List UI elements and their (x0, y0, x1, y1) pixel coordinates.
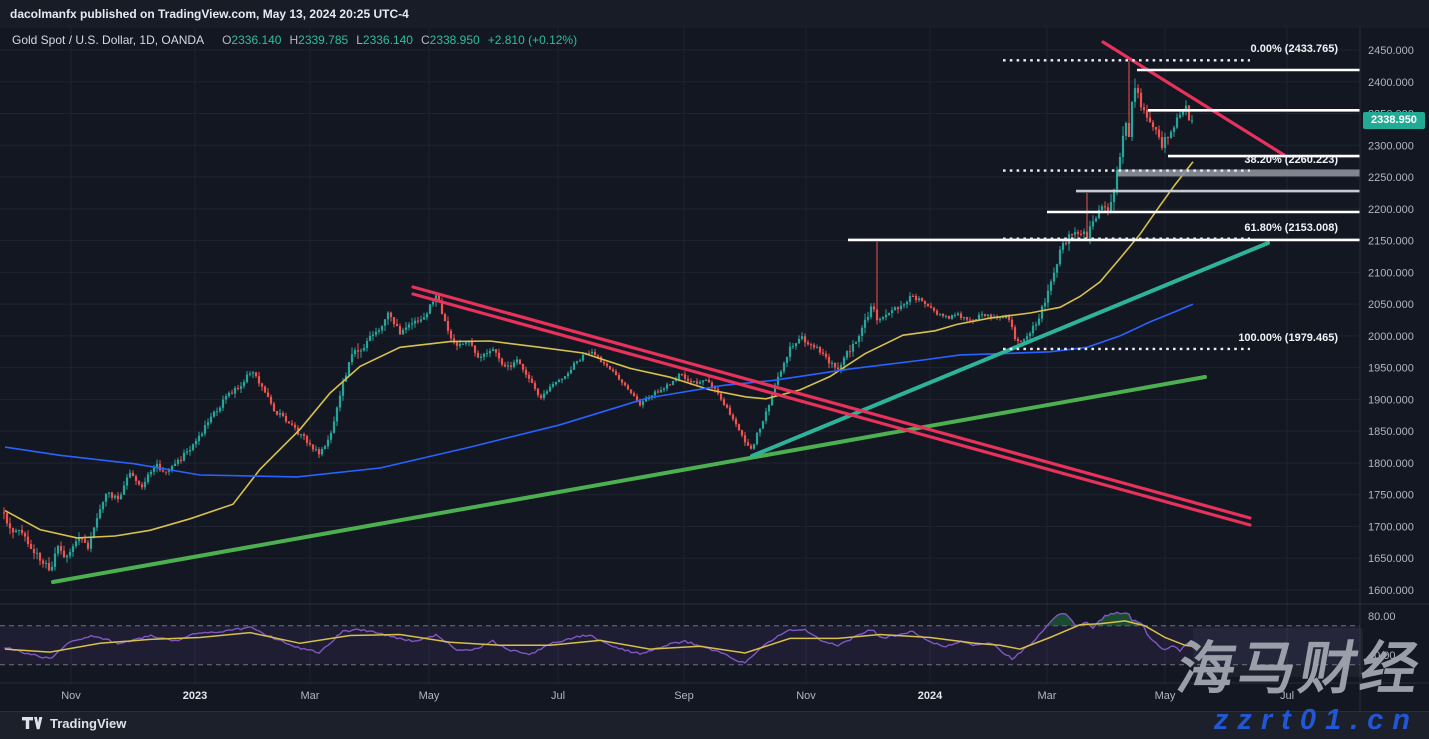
tradingview-logo-icon (22, 716, 43, 729)
descending-channel-lower[interactable] (411, 292, 1252, 527)
time-axis-label: Nov (61, 690, 81, 702)
watermark-cjk: 海马财经 (1172, 637, 1428, 701)
price-axis[interactable]: 2450.0002400.0002350.0002300.0002250.000… (1368, 45, 1414, 662)
low-label: L (356, 33, 363, 47)
price-axis-label: 2100.000 (1368, 267, 1414, 279)
tradingview-logo-text: TradingView (50, 716, 127, 731)
candlestick-series (2, 60, 1194, 572)
price-axis-label: 1700.000 (1368, 521, 1414, 533)
time-axis-label: Jul (1280, 690, 1294, 702)
footer-bar (0, 711, 1429, 739)
rsi-pane (3, 611, 1193, 664)
price-axis-label: 1600.000 (1368, 585, 1414, 597)
close-label: C (420, 33, 430, 47)
price-axis-label: 2450.000 (1368, 45, 1414, 57)
descending-channel-upper[interactable] (411, 285, 1252, 520)
moving-averages (4, 161, 1194, 539)
price-axis-label: 1800.000 (1368, 458, 1414, 470)
symbol-title[interactable]: Gold Spot / U.S. Dollar, 1D, OANDA (12, 33, 205, 47)
publish-header-bar: dacolmanfx published on TradingView.com,… (0, 0, 1429, 28)
last-price-badge: 2338.950 (1363, 112, 1425, 129)
publish-attribution: dacolmanfx published on TradingView.com,… (10, 7, 409, 21)
price-axis-label: 1750.000 (1368, 490, 1414, 502)
time-axis-label: Sep (674, 690, 694, 702)
time-axis-label: May (1155, 690, 1176, 702)
high-value: 2339.785 (298, 33, 349, 47)
descending-resistance-short[interactable] (1101, 40, 1286, 157)
price-axis-label: 2300.000 (1368, 140, 1414, 152)
price-axis-label: 1850.000 (1368, 426, 1414, 438)
change-value: +2.810 (+0.12%) (487, 33, 578, 47)
rsi-axis-label: 40.00 (1368, 650, 1396, 662)
rsi-band (0, 625, 1360, 666)
watermark-url: zzrt01.cn (1213, 704, 1419, 736)
trend-lines (51, 40, 1286, 584)
watermark-backdrop (1193, 628, 1363, 677)
price-axis-label: 2200.000 (1368, 204, 1414, 216)
time-axis-label: Mar (1038, 690, 1057, 702)
horizontal-level-lines (848, 68, 1360, 242)
pane-separators (0, 28, 1429, 711)
price-axis-label: 2000.000 (1368, 331, 1414, 343)
ascending-support-green[interactable] (51, 375, 1207, 584)
low-value: 2336.140 (362, 33, 413, 47)
price-axis-label: 2050.000 (1368, 299, 1414, 311)
tradingview-logo-link[interactable]: TradingView (22, 716, 126, 731)
fib-retracement-lines (1003, 59, 1250, 351)
time-axis-label: 2024 (918, 690, 943, 702)
open-label: O (222, 33, 232, 47)
close-value: 2338.950 (429, 33, 480, 47)
time-axis-label: 2023 (183, 690, 207, 702)
high-label: H (289, 33, 299, 47)
price-axis-label: 1950.000 (1368, 363, 1414, 375)
price-axis-label: 1650.000 (1368, 553, 1414, 565)
price-axis-label: 2400.000 (1368, 77, 1414, 89)
open-value: 2336.140 (231, 33, 282, 47)
time-axis[interactable]: Nov 2023 Mar May Jul Sep Nov 2024 Mar May Jul (61, 690, 1294, 702)
price-axis-label: 2150.000 (1368, 236, 1414, 248)
price-axis-label: 2250.000 (1368, 172, 1414, 184)
time-axis-label: Nov (796, 690, 816, 702)
time-axis-label: Jul (551, 690, 565, 702)
chart-legend: Gold Spot / U.S. Dollar, 1D, OANDA O2336.… (12, 33, 577, 47)
time-axis-label: Mar (301, 690, 320, 702)
price-axis-label: 1900.000 (1368, 394, 1414, 406)
time-axis-label: May (419, 690, 440, 702)
rsi-axis-label: 80.00 (1368, 611, 1396, 623)
grid-lines (0, 28, 1360, 683)
